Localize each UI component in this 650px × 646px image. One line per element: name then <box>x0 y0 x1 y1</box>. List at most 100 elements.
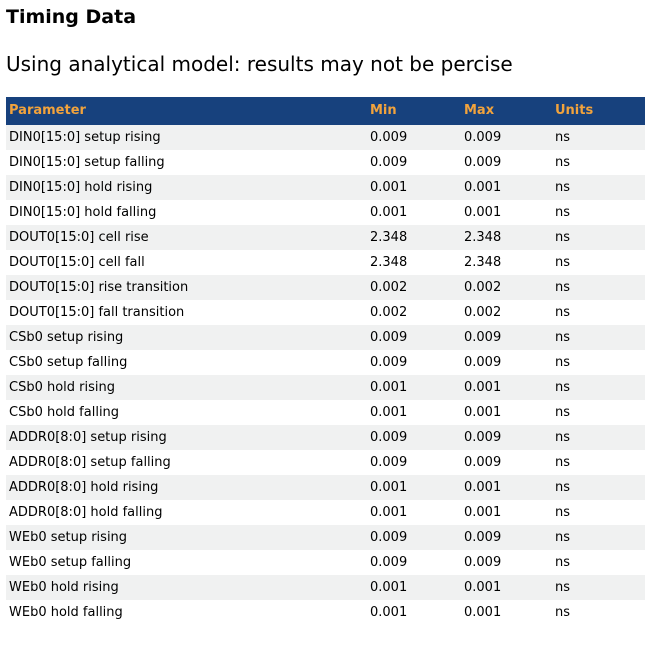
min-cell: 0.001 <box>370 579 408 595</box>
min-cell: 0.002 <box>370 304 408 320</box>
table-row: WEb0 hold rising 0.001 0.001 ns <box>6 574 645 600</box>
parameter-cell: ADDR0[8:0] setup rising <box>9 429 167 445</box>
max-cell: 0.001 <box>464 179 502 195</box>
min-cell: 0.001 <box>370 504 408 520</box>
max-cell: 0.009 <box>464 429 502 445</box>
max-cell: 0.001 <box>464 404 502 420</box>
parameter-cell: CSb0 setup rising <box>9 329 124 345</box>
max-cell: 0.001 <box>464 204 502 220</box>
units-cell: ns <box>555 354 571 370</box>
table-row: DIN0[15:0] setup rising 0.009 0.009 ns <box>6 124 645 150</box>
parameter-cell: WEb0 setup rising <box>9 529 128 545</box>
min-cell: 0.009 <box>370 429 408 445</box>
table-row: CSb0 hold rising 0.001 0.001 ns <box>6 374 645 400</box>
max-cell: 0.009 <box>464 529 502 545</box>
min-cell: 0.001 <box>370 379 408 395</box>
units-cell: ns <box>555 529 571 545</box>
table-row: DOUT0[15:0] cell fall 2.348 2.348 ns <box>6 249 645 275</box>
table-row: ADDR0[8:0] hold rising 0.001 0.001 ns <box>6 474 645 500</box>
min-cell: 0.009 <box>370 554 408 570</box>
max-cell: 0.009 <box>464 154 502 170</box>
table-row: ADDR0[8:0] setup rising 0.009 0.009 ns <box>6 424 645 450</box>
table-row: CSb0 setup rising 0.009 0.009 ns <box>6 324 645 350</box>
parameter-cell: DIN0[15:0] setup rising <box>9 129 161 145</box>
max-cell: 0.009 <box>464 354 502 370</box>
units-cell: ns <box>555 404 571 420</box>
timing-report-page: Timing Data Using analytical model: resu… <box>6 6 645 625</box>
min-cell: 2.348 <box>370 229 408 245</box>
units-cell: ns <box>555 479 571 495</box>
parameter-cell: DOUT0[15:0] rise transition <box>9 279 189 295</box>
table-row: WEb0 hold falling 0.001 0.001 ns <box>6 599 645 625</box>
min-cell: 0.009 <box>370 529 408 545</box>
units-cell: ns <box>555 229 571 245</box>
parameter-cell: CSb0 setup falling <box>9 354 128 370</box>
max-cell: 0.002 <box>464 279 502 295</box>
parameter-cell: ADDR0[8:0] setup falling <box>9 454 171 470</box>
max-cell: 0.001 <box>464 504 502 520</box>
table-row: DIN0[15:0] hold falling 0.001 0.001 ns <box>6 199 645 225</box>
units-cell: ns <box>555 129 571 145</box>
units-cell: ns <box>555 279 571 295</box>
page-subtitle: Using analytical model: results may not … <box>6 51 513 76</box>
parameter-cell: DIN0[15:0] hold rising <box>9 179 153 195</box>
table-row: DOUT0[15:0] rise transition 0.002 0.002 ns <box>6 274 645 300</box>
max-cell: 0.009 <box>464 129 502 145</box>
parameter-cell: DOUT0[15:0] fall transition <box>9 304 185 320</box>
units-cell: ns <box>555 604 571 620</box>
min-cell: 0.009 <box>370 354 408 370</box>
parameter-cell: CSb0 hold falling <box>9 404 120 420</box>
units-cell: ns <box>555 304 571 320</box>
table-row: DOUT0[15:0] fall transition 0.002 0.002 ns <box>6 299 645 325</box>
table-body: DIN0[15:0] setup rising 0.009 0.009 ns DIN0[… <box>6 124 645 625</box>
parameter-cell: ADDR0[8:0] hold rising <box>9 479 159 495</box>
column-header-parameter: Parameter <box>9 103 86 119</box>
min-cell: 0.001 <box>370 479 408 495</box>
units-cell: ns <box>555 554 571 570</box>
table-row: CSb0 hold falling 0.001 0.001 ns <box>6 399 645 425</box>
units-cell: ns <box>555 579 571 595</box>
column-header-min: Min <box>370 103 397 119</box>
column-header-units: Units <box>555 103 594 119</box>
max-cell: 0.001 <box>464 579 502 595</box>
table-row: ADDR0[8:0] setup falling 0.009 0.009 ns <box>6 449 645 475</box>
min-cell: 0.009 <box>370 154 408 170</box>
table-row: WEb0 setup falling 0.009 0.009 ns <box>6 549 645 575</box>
parameter-cell: DOUT0[15:0] cell rise <box>9 229 149 245</box>
max-cell: 2.348 <box>464 254 502 270</box>
min-cell: 0.009 <box>370 454 408 470</box>
min-cell: 0.009 <box>370 129 408 145</box>
min-cell: 2.348 <box>370 254 408 270</box>
max-cell: 0.001 <box>464 379 502 395</box>
page-title: Timing Data <box>6 6 137 28</box>
units-cell: ns <box>555 179 571 195</box>
table-header-row: Parameter Min Max Units <box>6 96 645 125</box>
max-cell: 0.001 <box>464 604 502 620</box>
parameter-cell: ADDR0[8:0] hold falling <box>9 504 163 520</box>
min-cell: 0.001 <box>370 404 408 420</box>
table-row: DOUT0[15:0] cell rise 2.348 2.348 ns <box>6 224 645 250</box>
min-cell: 0.009 <box>370 329 408 345</box>
table-row: CSb0 setup falling 0.009 0.009 ns <box>6 349 645 375</box>
max-cell: 2.348 <box>464 229 502 245</box>
parameter-cell: DIN0[15:0] hold falling <box>9 204 157 220</box>
units-cell: ns <box>555 379 571 395</box>
units-cell: ns <box>555 429 571 445</box>
max-cell: 0.009 <box>464 554 502 570</box>
max-cell: 0.009 <box>464 329 502 345</box>
table-row: ADDR0[8:0] hold falling 0.001 0.001 ns <box>6 499 645 525</box>
table-row: DIN0[15:0] hold rising 0.001 0.001 ns <box>6 174 645 200</box>
parameter-cell: WEb0 hold falling <box>9 604 123 620</box>
parameter-cell: WEb0 setup falling <box>9 554 132 570</box>
max-cell: 0.009 <box>464 454 502 470</box>
parameter-cell: DOUT0[15:0] cell fall <box>9 254 145 270</box>
min-cell: 0.001 <box>370 204 408 220</box>
units-cell: ns <box>555 154 571 170</box>
table-row: DIN0[15:0] setup falling 0.009 0.009 ns <box>6 149 645 175</box>
min-cell: 0.001 <box>370 179 408 195</box>
parameter-cell: WEb0 hold rising <box>9 579 119 595</box>
parameter-cell: CSb0 hold rising <box>9 379 116 395</box>
units-cell: ns <box>555 504 571 520</box>
units-cell: ns <box>555 454 571 470</box>
units-cell: ns <box>555 204 571 220</box>
